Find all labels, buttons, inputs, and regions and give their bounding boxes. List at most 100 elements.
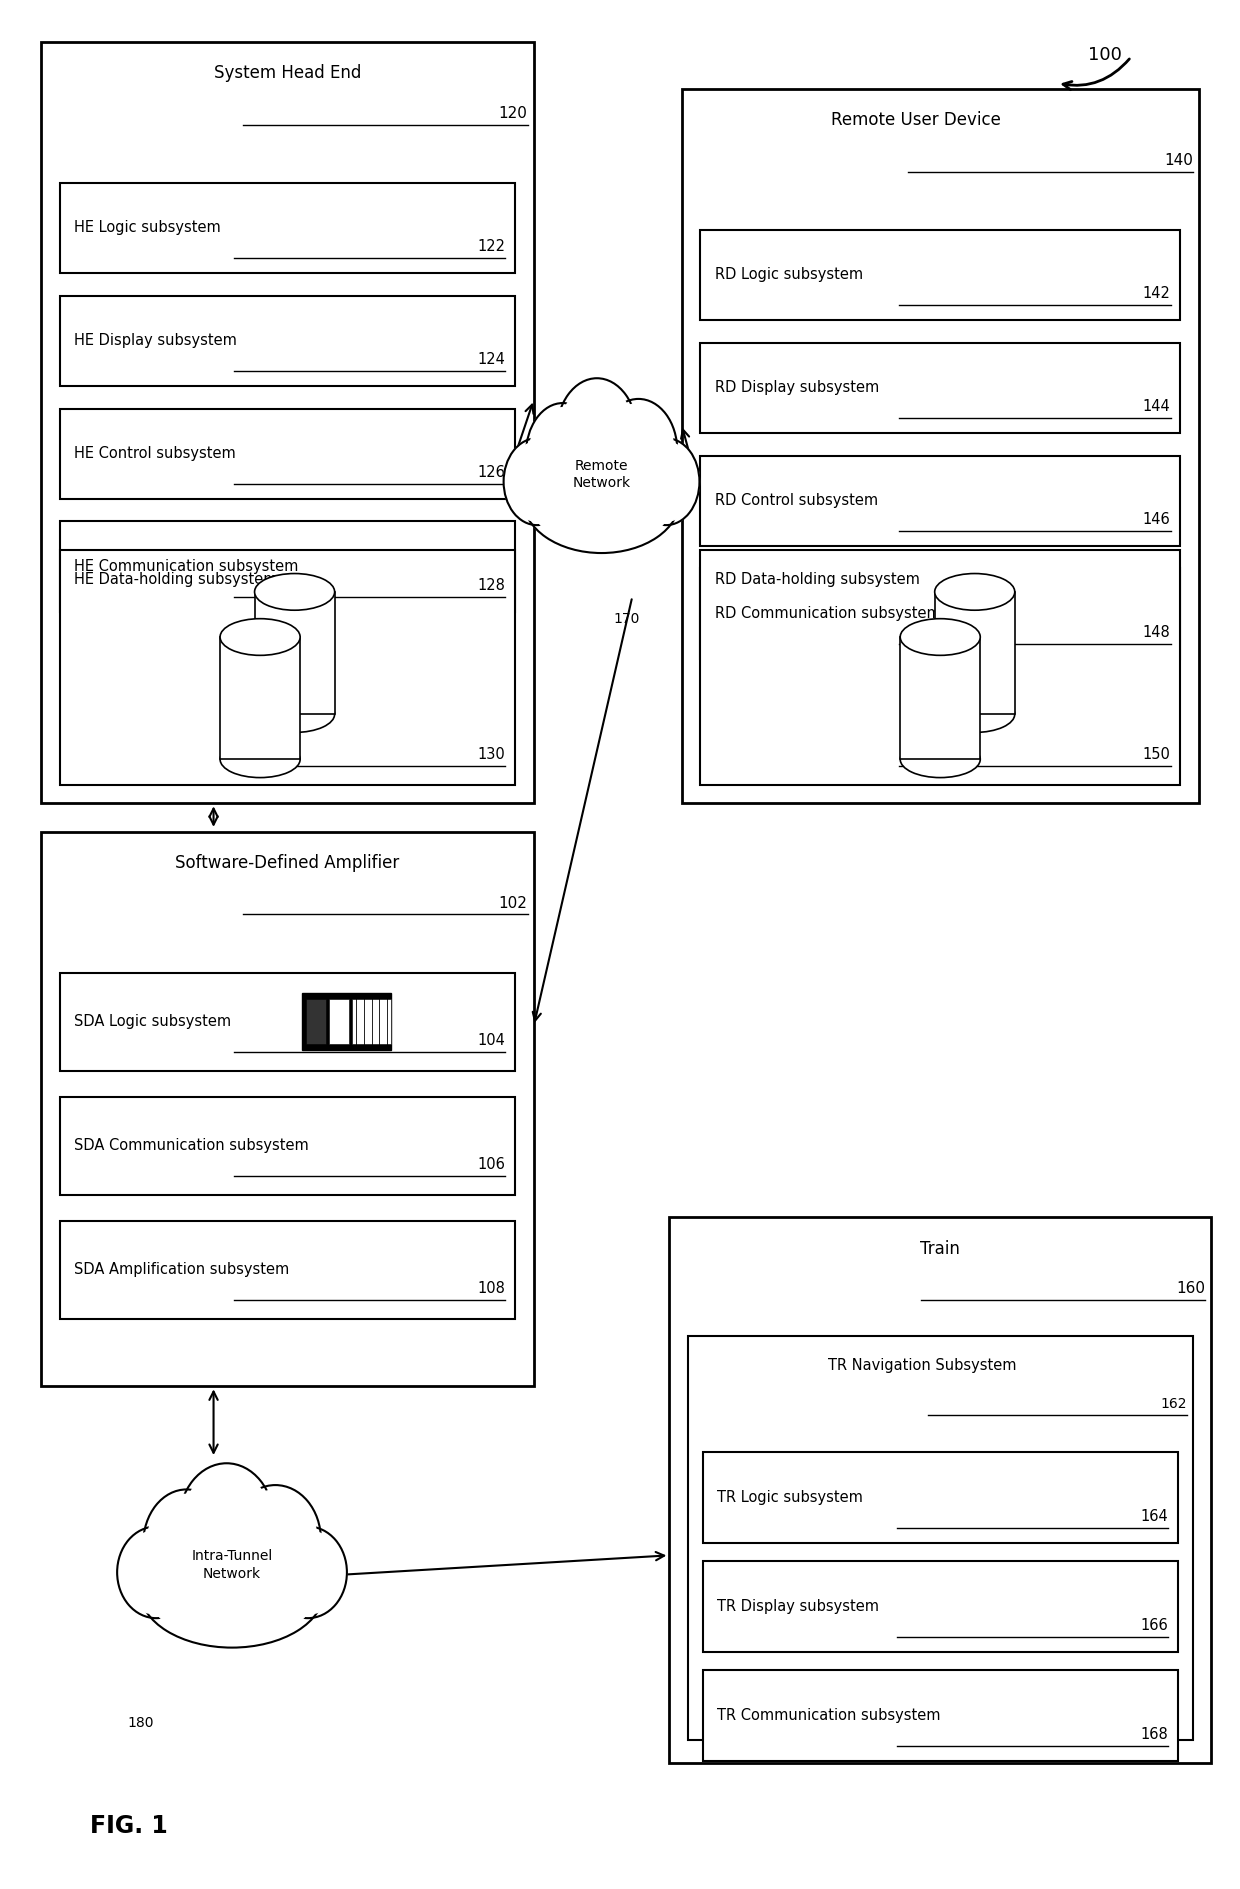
Text: 180: 180 [128,1715,154,1730]
Text: 126: 126 [477,465,506,480]
Text: Intra-Tunnel
Network: Intra-Tunnel Network [191,1549,273,1581]
FancyBboxPatch shape [41,42,533,803]
Ellipse shape [603,404,673,497]
Text: 164: 164 [1141,1509,1168,1524]
Text: 108: 108 [477,1281,506,1296]
Ellipse shape [254,574,335,610]
Text: RD Control subsystem: RD Control subsystem [714,493,878,508]
Ellipse shape [632,438,699,525]
Ellipse shape [149,1540,316,1643]
FancyBboxPatch shape [60,550,516,784]
Ellipse shape [120,1530,192,1613]
Ellipse shape [219,740,300,778]
Ellipse shape [219,620,300,655]
Ellipse shape [523,446,680,553]
Text: 104: 104 [477,1033,506,1048]
FancyBboxPatch shape [701,550,1180,784]
Text: 146: 146 [1143,512,1171,527]
FancyBboxPatch shape [60,408,516,499]
FancyBboxPatch shape [60,521,516,612]
Ellipse shape [529,408,596,502]
Text: SDA Logic subsystem: SDA Logic subsystem [74,1014,232,1030]
Text: System Head End: System Head End [213,64,361,83]
Bar [306,999,326,1045]
FancyBboxPatch shape [703,1670,1178,1761]
FancyBboxPatch shape [701,455,1180,546]
Text: TR Communication subsystem: TR Communication subsystem [717,1708,941,1723]
Text: 148: 148 [1143,625,1171,640]
Text: RD Display subsystem: RD Display subsystem [714,380,879,395]
Text: HE Logic subsystem: HE Logic subsystem [74,221,221,236]
FancyBboxPatch shape [670,1217,1211,1762]
Text: 102: 102 [498,895,528,910]
Ellipse shape [526,402,600,506]
Bar [329,999,348,1045]
Text: HE Display subsystem: HE Display subsystem [74,332,237,348]
FancyBboxPatch shape [703,1453,1178,1543]
Ellipse shape [900,740,981,778]
Text: 122: 122 [477,240,506,255]
Text: 142: 142 [1143,287,1171,302]
FancyBboxPatch shape [688,1336,1193,1740]
Ellipse shape [140,1534,324,1647]
FancyBboxPatch shape [701,230,1180,319]
Text: HE Control subsystem: HE Control subsystem [74,446,236,461]
Text: 160: 160 [1176,1281,1205,1296]
Bar [254,591,335,714]
FancyBboxPatch shape [701,342,1180,433]
FancyBboxPatch shape [701,569,1180,659]
Text: 144: 144 [1143,399,1171,414]
Text: 168: 168 [1141,1727,1168,1742]
Text: HE Data-holding subsystem: HE Data-holding subsystem [74,572,278,587]
Bar [219,637,300,759]
Ellipse shape [269,1526,347,1619]
Text: 106: 106 [477,1158,506,1171]
FancyBboxPatch shape [60,1098,516,1194]
Text: RD Data-holding subsystem: RD Data-holding subsystem [714,572,920,587]
Text: 128: 128 [477,578,506,593]
Text: SDA Amplification subsystem: SDA Amplification subsystem [74,1262,290,1277]
Ellipse shape [254,695,335,733]
Ellipse shape [229,1485,321,1594]
Text: SDA Communication subsystem: SDA Communication subsystem [74,1139,309,1152]
Ellipse shape [529,450,673,548]
Bar [303,994,391,1050]
Bar [900,637,981,759]
Text: Train: Train [920,1239,960,1258]
Ellipse shape [600,399,677,502]
Ellipse shape [636,442,697,521]
FancyBboxPatch shape [682,89,1199,803]
Text: 170: 170 [614,612,640,625]
Ellipse shape [935,574,1014,610]
Ellipse shape [234,1490,316,1589]
Ellipse shape [557,378,637,489]
Text: TR Logic subsystem: TR Logic subsystem [717,1490,863,1506]
Ellipse shape [184,1468,270,1575]
Text: TR Display subsystem: TR Display subsystem [717,1598,879,1613]
Text: 150: 150 [1143,746,1171,761]
Text: HE Communication subsystem: HE Communication subsystem [74,559,299,574]
Ellipse shape [117,1526,195,1619]
Text: RD Communication subsystem: RD Communication subsystem [714,606,941,621]
FancyBboxPatch shape [41,831,533,1387]
Ellipse shape [503,438,570,525]
FancyBboxPatch shape [60,1220,516,1319]
Ellipse shape [560,383,634,485]
Text: RD Logic subsystem: RD Logic subsystem [714,268,863,283]
Text: 100: 100 [1087,45,1122,64]
Ellipse shape [143,1489,229,1598]
Text: 124: 124 [477,351,506,366]
Ellipse shape [900,620,981,655]
FancyBboxPatch shape [60,297,516,385]
Ellipse shape [179,1464,274,1581]
Text: 120: 120 [498,106,528,121]
Text: Remote User Device: Remote User Device [831,111,1001,128]
Ellipse shape [148,1494,226,1594]
Bar [352,999,391,1045]
Text: TR Navigation Subsystem: TR Navigation Subsystem [827,1358,1016,1373]
Text: Remote
Network: Remote Network [573,459,631,489]
Bar [935,591,1014,714]
FancyBboxPatch shape [60,183,516,274]
FancyBboxPatch shape [60,973,516,1071]
Text: 166: 166 [1141,1617,1168,1632]
